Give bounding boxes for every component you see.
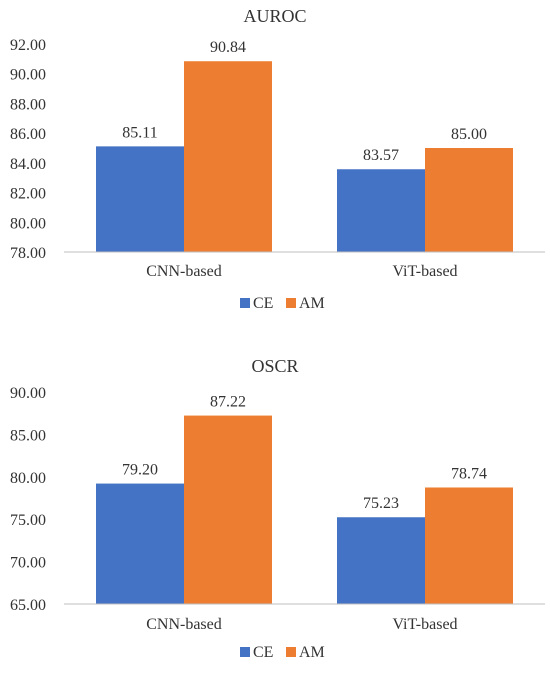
oscr-data-label: 87.22 (210, 394, 246, 411)
auroc-data-label: 85.11 (122, 124, 157, 141)
auroc-y-tick-label: 90.00 (10, 67, 46, 84)
auroc-y-tick-label: 82.00 (10, 186, 46, 203)
auroc-bar-am-cnn (184, 61, 272, 253)
auroc-data-label: 85.00 (451, 126, 487, 143)
oscr-legend-label-am: AM (299, 644, 325, 661)
auroc-bar-am-vit (425, 148, 513, 252)
oscr-bar-am-cnn (184, 415, 272, 604)
oscr-legend-swatch-am (286, 647, 296, 657)
auroc-bar-ce-cnn (96, 146, 184, 252)
oscr-bar-am-vit (425, 487, 513, 604)
auroc-chart-title: AUROC (243, 6, 306, 26)
auroc-legend-label-ce: CE (253, 295, 273, 312)
oscr-bar-ce-cnn (96, 483, 184, 604)
oscr-y-tick-label: 85.00 (10, 427, 46, 444)
oscr-y-tick-label: 90.00 (10, 385, 46, 402)
auroc-y-tick-label: 80.00 (10, 215, 46, 232)
auroc-data-label: 83.57 (363, 147, 399, 164)
auroc-x-tick-label: CNN-based (146, 263, 222, 280)
oscr-x-tick-label: ViT-based (392, 616, 457, 633)
auroc-y-tick-label: 86.00 (10, 126, 46, 143)
oscr-data-label: 75.23 (363, 495, 399, 512)
auroc-data-label: 90.84 (210, 39, 246, 56)
oscr-bar-ce-vit (337, 517, 425, 604)
oscr-legend-label-ce: CE (253, 644, 273, 661)
auroc-legend-swatch-ce (240, 298, 250, 308)
auroc-y-tick-label: 88.00 (10, 96, 46, 113)
auroc-y-tick-label: 92.00 (10, 37, 46, 54)
auroc-y-tick-label: 84.00 (10, 156, 46, 173)
oscr-chart-title: OSCR (251, 356, 298, 376)
auroc-legend-swatch-am (286, 298, 296, 308)
auroc-legend-label-am: AM (299, 295, 325, 312)
oscr-y-tick-label: 65.00 (10, 597, 46, 614)
auroc-x-tick-label: ViT-based (392, 263, 457, 280)
auroc-y-tick-label: 78.00 (10, 245, 46, 262)
oscr-y-tick-label: 70.00 (10, 555, 46, 572)
oscr-x-tick-label: CNN-based (146, 616, 222, 633)
oscr-data-label: 79.20 (122, 462, 158, 479)
oscr-y-tick-label: 75.00 (10, 512, 46, 529)
oscr-y-tick-label: 80.00 (10, 470, 46, 487)
oscr-data-label: 78.74 (451, 465, 487, 482)
auroc-bar-ce-vit (337, 169, 425, 252)
oscr-legend-swatch-ce (240, 647, 250, 657)
